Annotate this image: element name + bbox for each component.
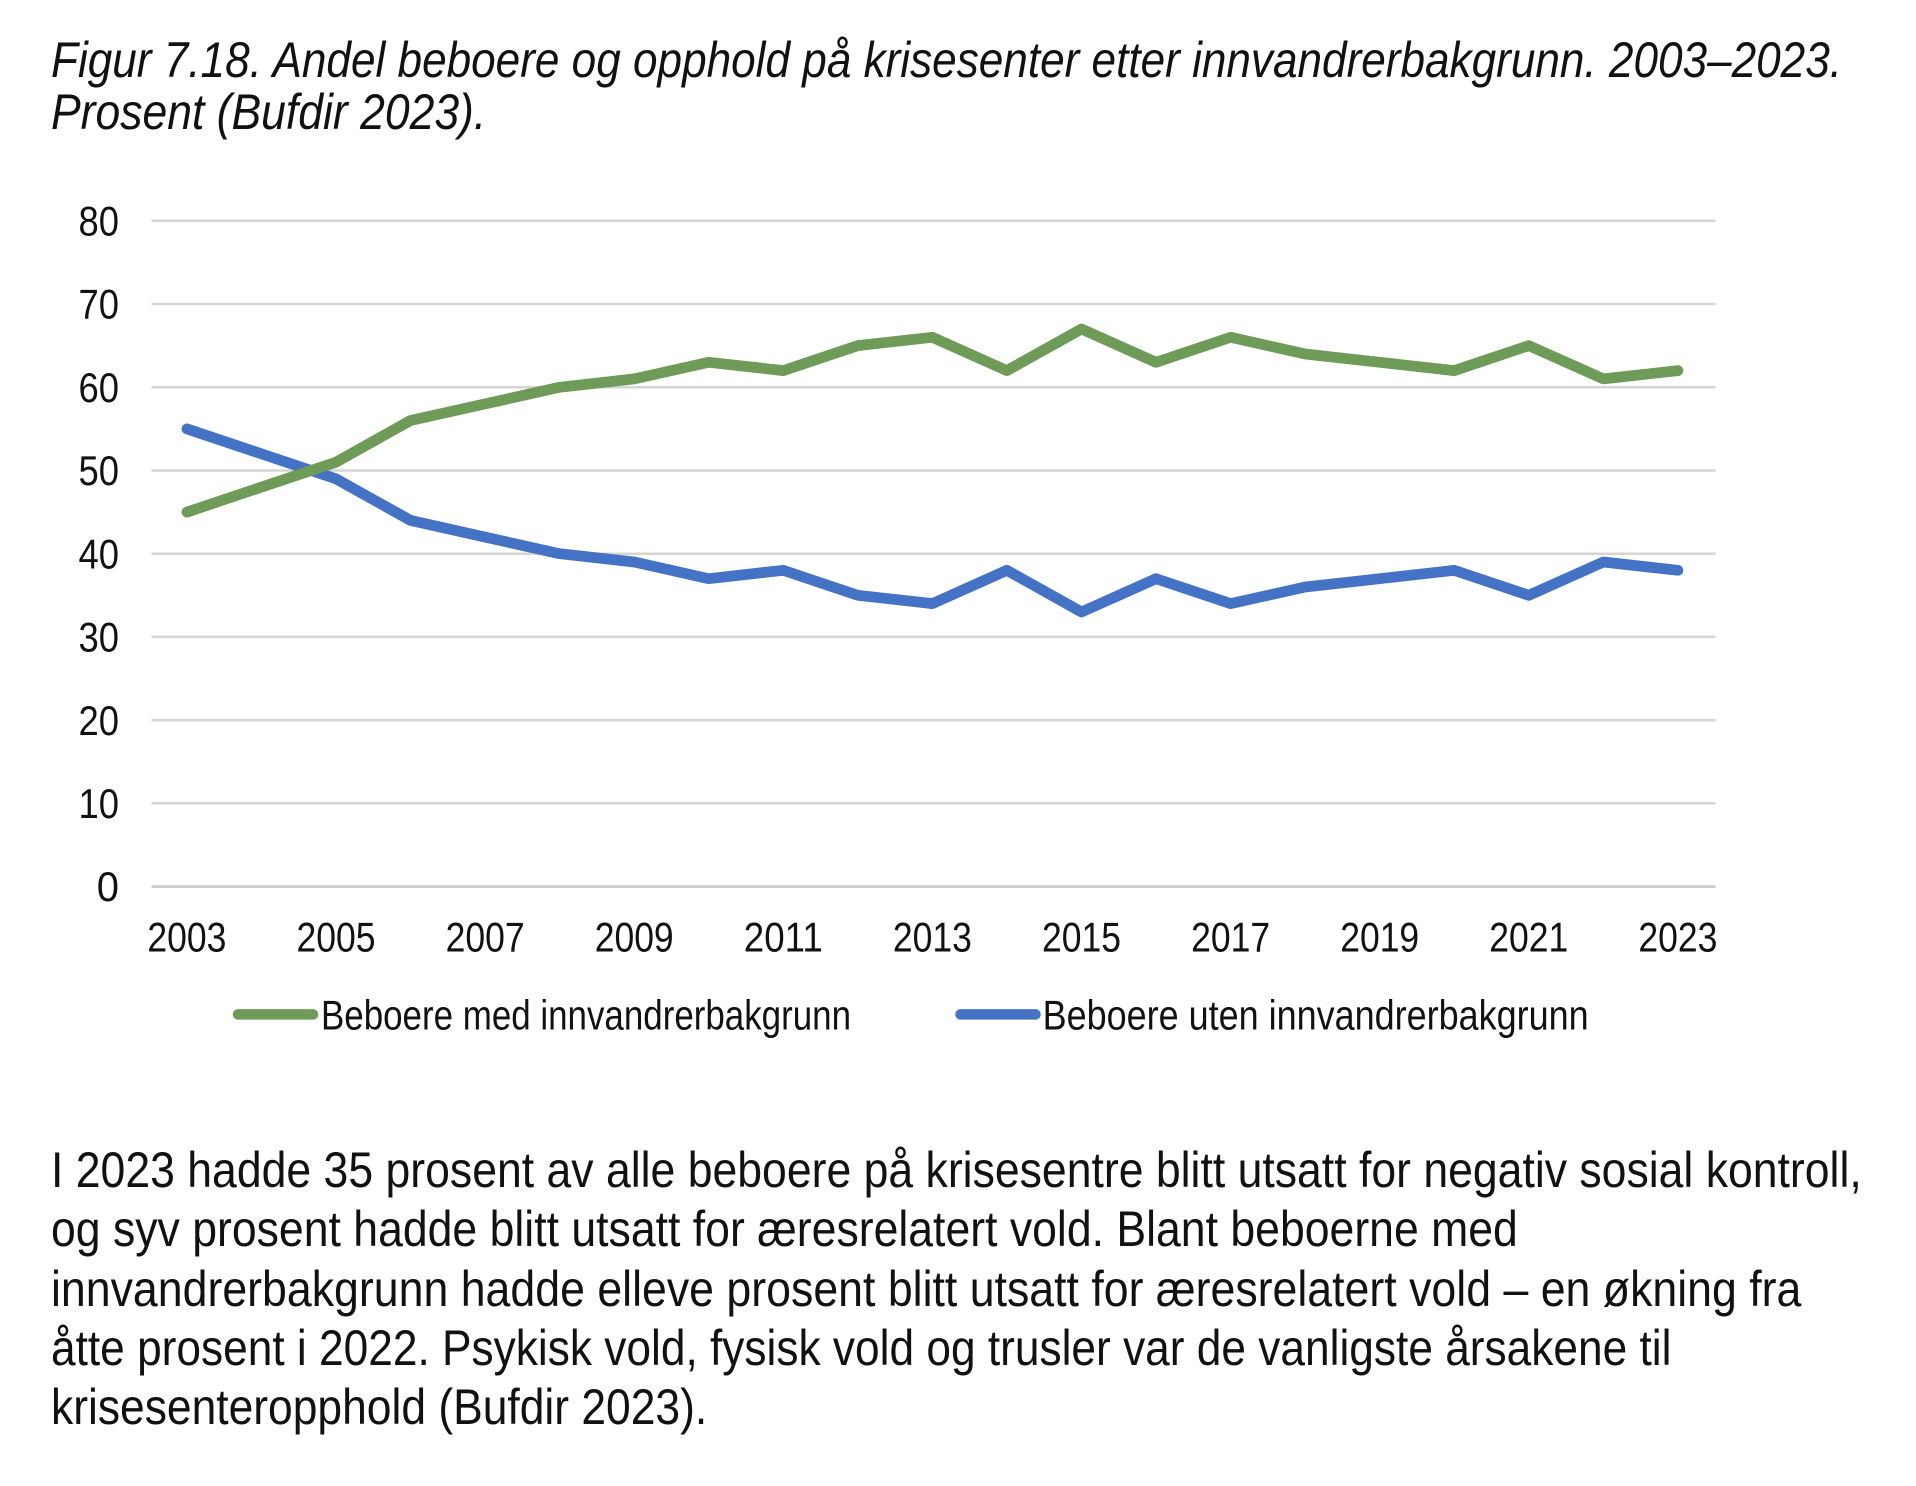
svg-text:2013: 2013 (893, 914, 972, 961)
svg-text:2023: 2023 (1638, 914, 1717, 961)
svg-text:2011: 2011 (744, 914, 823, 961)
svg-text:2003: 2003 (147, 914, 226, 961)
svg-text:10: 10 (79, 780, 120, 827)
svg-text:80: 80 (79, 197, 120, 244)
svg-text:40: 40 (79, 530, 120, 577)
svg-text:2005: 2005 (297, 914, 376, 961)
svg-text:2015: 2015 (1042, 914, 1121, 961)
svg-text:60: 60 (79, 364, 120, 411)
svg-text:Beboere med innvandrerbakgrunn: Beboere med innvandrerbakgrunn (321, 991, 851, 1038)
svg-text:2019: 2019 (1340, 914, 1419, 961)
svg-text:20: 20 (79, 697, 120, 744)
svg-text:2007: 2007 (446, 914, 525, 961)
svg-text:2017: 2017 (1191, 914, 1270, 961)
svg-text:70: 70 (79, 281, 120, 328)
svg-text:30: 30 (79, 614, 120, 661)
svg-text:Beboere uten innvandrerbakgrun: Beboere uten innvandrerbakgrunn (1043, 991, 1589, 1038)
svg-text:2009: 2009 (595, 914, 674, 961)
svg-text:0: 0 (97, 863, 119, 910)
svg-text:2021: 2021 (1489, 914, 1568, 961)
svg-text:50: 50 (79, 447, 120, 494)
